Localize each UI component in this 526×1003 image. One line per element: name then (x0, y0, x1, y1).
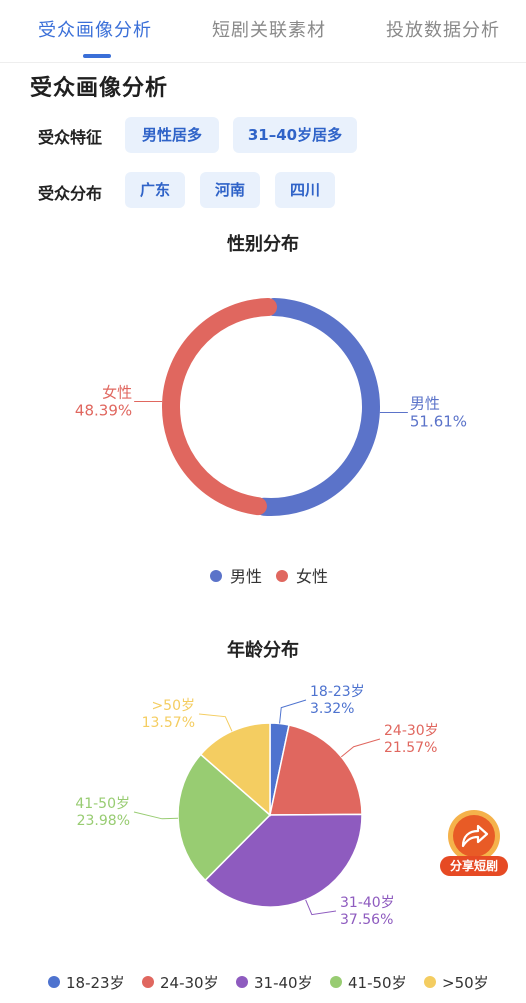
age-slice-name: >50岁 (151, 698, 195, 714)
legend-label: 男性 (230, 567, 262, 586)
gender-slice-name: 女性 (102, 383, 132, 401)
share-button-label: 分享短剧 (449, 859, 498, 873)
age-slice-name: 41-50岁 (75, 796, 130, 812)
legend-marker-18-23 (48, 976, 60, 988)
legend-label: >50岁 (442, 974, 489, 992)
age-slice-name: 24-30岁 (384, 723, 439, 739)
age-slice-percent: 3.32% (310, 701, 354, 717)
age-slice-41-50 (177, 753, 272, 882)
region-chip: 四川 (275, 172, 335, 208)
tab-audience-profile[interactable]: 受众画像分析 (38, 20, 152, 41)
age-label-line (279, 699, 307, 724)
tab-bar: 受众画像分析 短剧关联素材 投放数据分析 (0, 0, 526, 63)
age-chart-title: 年龄分布 (227, 640, 299, 661)
features-label: 受众特征 (38, 128, 103, 147)
region-chip: 广东 (125, 172, 185, 208)
section-title: 受众画像分析 (30, 76, 169, 101)
feature-chip: 男性居多 (125, 117, 219, 153)
legend-marker-24-30 (142, 976, 154, 988)
age-slice-percent: 13.57% (142, 715, 195, 731)
legend-marker-41-50 (330, 976, 342, 988)
share-drama-button[interactable]: 分享短剧 (436, 808, 512, 880)
legend-label: 女性 (296, 567, 328, 586)
tab-delivery-data[interactable]: 投放数据分析 (386, 20, 500, 41)
share-arrow-icon (461, 824, 489, 848)
legend-label: 24-30岁 (160, 974, 219, 992)
gender-slice-male (254, 298, 380, 516)
age-label-line (133, 811, 179, 820)
age-label-line (305, 899, 337, 916)
age-label-line (340, 738, 381, 758)
age-pie-chart: 18-23岁3.32%24-30岁21.57%31-40岁37.56%41-50… (48, 684, 489, 992)
age-slice-percent: 23.98% (77, 813, 130, 829)
region-chip: 河南 (200, 172, 260, 208)
age-label-line (198, 713, 233, 732)
legend-marker-31-40 (236, 976, 248, 988)
legend-label: 31-40岁 (254, 974, 313, 992)
legend-marker-female (276, 570, 288, 582)
gender-slice-percent: 51.61% (410, 413, 467, 431)
feature-chip: 31–40岁居多 (233, 117, 357, 153)
legend-marker-50 (424, 976, 436, 988)
age-slice-50 (199, 722, 271, 817)
legend-label: 41-50岁 (348, 974, 407, 992)
age-slice-percent: 21.57% (384, 740, 437, 756)
age-slice-percent: 37.56% (340, 912, 393, 928)
active-tab-indicator (83, 54, 111, 58)
age-slice-name: 31-40岁 (340, 895, 395, 911)
gender-slice-name: 男性 (410, 395, 440, 413)
gender-slice-female (162, 298, 277, 516)
distribution-label: 受众分布 (38, 184, 103, 203)
gender-chart-title: 性别分布 (227, 234, 299, 255)
age-slice-name: 18-23岁 (310, 684, 365, 700)
legend-label: 18-23岁 (66, 974, 125, 992)
tab-related-materials[interactable]: 短剧关联素材 (212, 20, 326, 41)
gender-slice-percent: 48.39% (75, 401, 132, 419)
legend-marker-male (210, 570, 222, 582)
